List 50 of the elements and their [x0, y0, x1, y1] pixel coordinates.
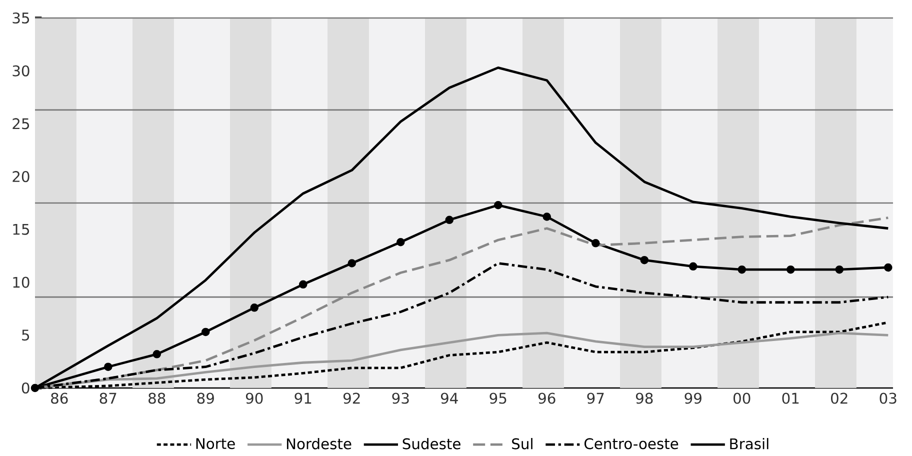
point: [396, 238, 405, 246]
x-tick-label: 99: [684, 392, 702, 404]
legend-label: Sul: [512, 438, 532, 450]
legend-label: Sudeste: [402, 438, 460, 450]
x-tick-label: 89: [197, 392, 214, 404]
x-tick-label: 91: [294, 392, 312, 404]
x-tick-label: 93: [392, 392, 409, 404]
point: [104, 362, 112, 371]
point: [445, 216, 454, 224]
y-tick-label: 30: [12, 65, 30, 76]
y-tick-label: 15: [13, 224, 30, 235]
x-tick-label: 00: [734, 392, 750, 404]
x-tick-label: 01: [782, 392, 799, 404]
x-tick-label: 88: [148, 392, 166, 404]
point: [592, 239, 600, 248]
y-tick-label: 5: [22, 330, 30, 341]
y-tick-label: 0: [22, 382, 30, 394]
point: [250, 304, 259, 312]
y-tick-label: 10: [13, 276, 30, 288]
legend-label: Centro-oeste: [584, 438, 678, 450]
legend-label: Nordeste: [286, 438, 352, 450]
point: [689, 262, 698, 271]
point: [494, 200, 502, 210]
y-tick-label: 25: [12, 118, 30, 130]
x-tick-label: 92: [343, 392, 360, 404]
point: [298, 280, 308, 289]
x-tick-label: 97: [587, 392, 604, 404]
x-tick-label: 94: [440, 392, 458, 404]
x-tick-label: 98: [636, 392, 653, 404]
point: [152, 350, 162, 358]
x-tick-label: 90: [246, 392, 263, 404]
point: [884, 263, 892, 272]
x-tick-label: 03: [880, 392, 896, 404]
x-tick-label: 95: [490, 392, 506, 404]
y-tick-label: 35: [12, 12, 30, 24]
point: [640, 256, 649, 264]
point: [835, 265, 844, 274]
point: [30, 384, 40, 392]
legend-label: Norte: [196, 438, 235, 450]
point: [201, 328, 210, 336]
x-tick-label: 87: [100, 392, 116, 404]
x-tick-label: 02: [831, 392, 848, 404]
x-tick-label: 96: [538, 392, 556, 404]
point: [786, 265, 795, 274]
point: [738, 265, 746, 274]
legend-label: Brasil: [730, 438, 768, 450]
x-tick-label: 86: [51, 392, 68, 404]
point: [542, 212, 552, 221]
point: [348, 259, 356, 268]
y-tick-label: 20: [12, 171, 30, 182]
